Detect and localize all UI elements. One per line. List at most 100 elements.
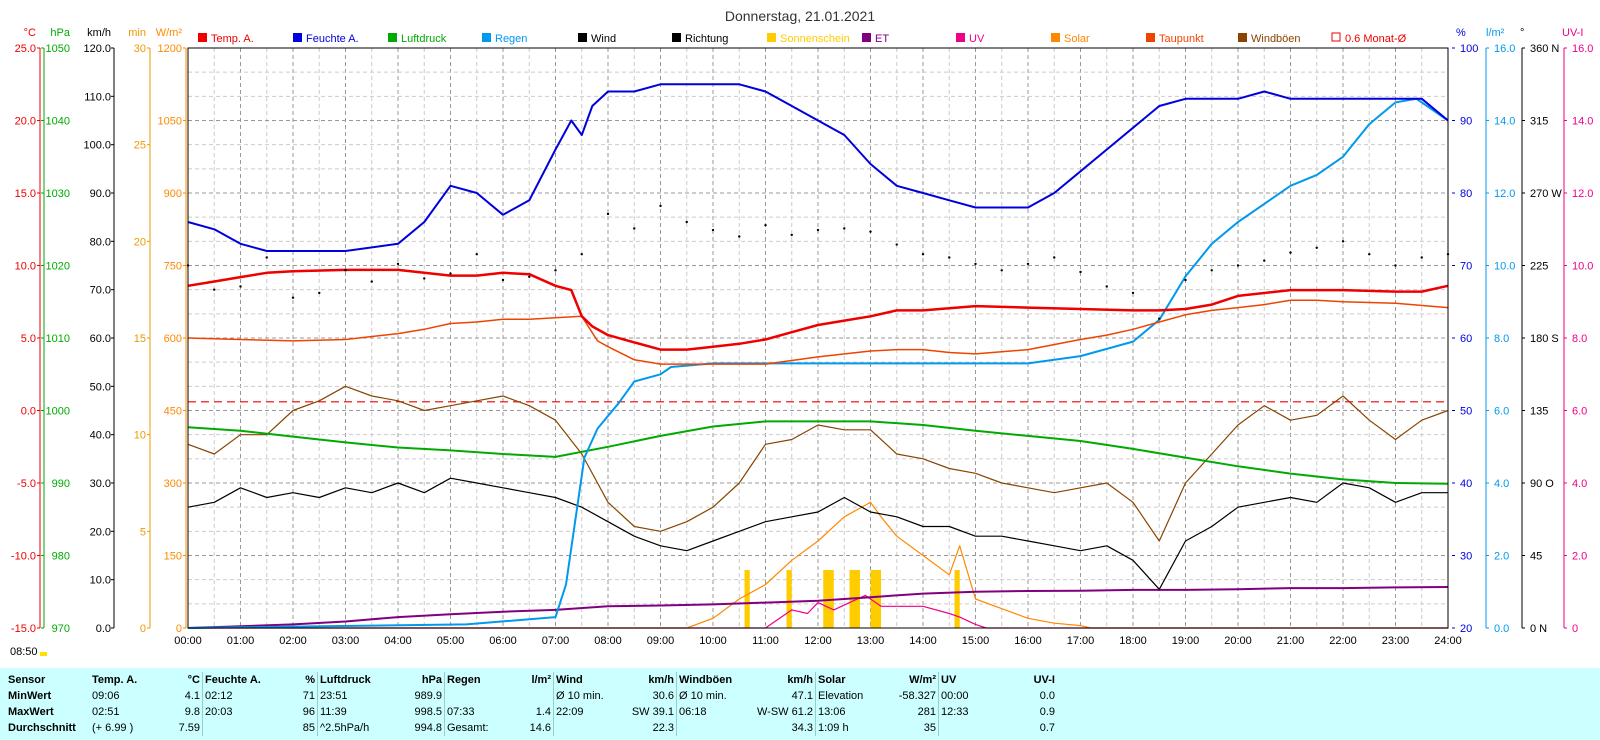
sunshine-bar [870, 570, 881, 628]
axis-tick-label: -5.0 [17, 478, 36, 490]
axis-tick-label: -15.0 [11, 623, 36, 635]
axis-tick-label: 14.0 [1572, 116, 1593, 128]
legend-label: Richtung [685, 33, 728, 45]
stats-header: °C [187, 674, 200, 686]
stats-header: Temp. A. [92, 674, 138, 686]
legend-swatch [1051, 33, 1060, 42]
axis-tick-label: 20.0 [15, 116, 36, 128]
stats-header: UV-I [1033, 674, 1055, 686]
stats-row-label: MaxWert [8, 706, 54, 718]
direction-point [344, 269, 347, 272]
stats-cell: 34.3 [791, 722, 813, 734]
axis-tick-label: 600 [164, 333, 182, 345]
axis-tick-label: 360 N [1530, 43, 1559, 55]
axis-tick-label: 1040 [46, 116, 70, 128]
axis-unit-label: km/h [87, 27, 111, 39]
stats-header-row: Sensor Temp. A. °C Feuchte A. % Luftdruc… [6, 672, 1057, 688]
legend-label: ET [875, 33, 889, 45]
direction-point [1368, 253, 1371, 256]
axis-tick-label: 70 [1460, 261, 1472, 273]
sunshine-bar [744, 570, 750, 628]
axis-tick-label: 990 [52, 478, 70, 490]
direction-point [1420, 256, 1423, 259]
direction-point [501, 278, 505, 282]
axis-unit-label: °C [24, 27, 36, 39]
direction-point [554, 269, 557, 272]
axis-unit-label: ° [1520, 27, 1524, 39]
x-tick-label: 18:00 [1119, 635, 1147, 647]
direction-point [528, 275, 531, 278]
axis-tick-label: 20 [1460, 623, 1472, 635]
stats-cell: 71 [302, 690, 315, 702]
axis-tick-label: 4.0 [1494, 478, 1509, 490]
axis-tick-label: 0.0 [1494, 623, 1509, 635]
x-tick-label: 22:00 [1329, 635, 1357, 647]
axis-tick-label: 70.0 [90, 285, 111, 297]
direction-point [1289, 251, 1292, 254]
stats-header: Regen [444, 672, 509, 688]
sun-marker [40, 652, 47, 656]
current-time-label: 08:50 [10, 646, 38, 658]
x-tick-label: 11:00 [752, 635, 779, 647]
weather-chart: Donnerstag, 21.01.2021 Temp. A. Feuchte A… [11, 8, 1594, 647]
axis-tick-label: 0.0 [21, 406, 36, 418]
axis-unit-label: min [128, 27, 146, 39]
axis-tick-label: 10.0 [90, 575, 111, 587]
x-tick-label: 21:00 [1277, 635, 1305, 647]
legend-swatch [293, 33, 302, 42]
stats-cell: 20:03 [202, 704, 287, 720]
direction-point [659, 204, 662, 208]
axis-tick-label: 970 [52, 623, 70, 635]
legend-label: Regen [495, 33, 527, 45]
direction-point [213, 288, 216, 291]
stats-row-label: Durchschnitt [8, 722, 76, 734]
legend-label: Feuchte A. [306, 33, 359, 45]
series-line-windb-en [187, 385, 1449, 542]
series-line-wind [187, 477, 1448, 590]
axis-tick-label: 30 [134, 43, 146, 55]
axis-tick-label: 8.0 [1572, 333, 1587, 345]
legend-label: Windböen [1251, 33, 1301, 45]
direction-point [790, 233, 793, 237]
direction-point [396, 262, 400, 266]
axis-tick-label: 0 N [1530, 623, 1547, 635]
axis-tick-label: 16.0 [1494, 43, 1515, 55]
stats-cell: 06:18 [676, 704, 741, 720]
series-line-feuchte-a- [187, 83, 1449, 252]
direction-point [843, 227, 846, 230]
x-tick-label: 15:00 [962, 635, 990, 647]
series-line-et [187, 586, 1449, 629]
x-tick-label: 03:00 [332, 635, 360, 647]
axis-tick-label: 80.0 [90, 236, 111, 248]
direction-point [1053, 256, 1056, 259]
stats-header: Sensor [8, 674, 46, 686]
stats-header: UV [938, 672, 1003, 688]
axis-tick-label: 2.0 [1572, 551, 1587, 563]
x-tick-label: 04:00 [384, 635, 412, 647]
stats-cell: 11:39 [317, 704, 400, 720]
direction-point [738, 235, 741, 238]
x-tick-label: 02:00 [279, 635, 307, 647]
sunshine-bar [954, 570, 960, 628]
stats-cell: 85 [302, 722, 315, 734]
stats-cell: Ø 10 min. [553, 688, 618, 704]
axis-tick-label: 120.0 [83, 43, 111, 55]
axis-unit-label: l/m² [1486, 27, 1505, 39]
axis-tick-label: 10 [134, 430, 146, 442]
stats-cell: 35 [923, 722, 936, 734]
series-line-taupunkt [187, 299, 1449, 365]
axis-tick-label: 1030 [46, 188, 70, 200]
stats-cell [676, 720, 741, 736]
axis-tick-label: 270 W [1530, 188, 1562, 200]
direction-point [1236, 264, 1240, 267]
series-line-regen [187, 97, 1449, 629]
x-tick-label: 14:00 [909, 635, 937, 647]
stats-cell: 96 [302, 706, 315, 718]
direction-point [1000, 269, 1003, 272]
stats-header: Wind [553, 672, 618, 688]
legend-swatch [388, 33, 397, 42]
direction-point [948, 256, 951, 259]
x-tick-label: 16:00 [1014, 635, 1042, 647]
x-tick-label: 07:00 [542, 635, 570, 647]
x-tick-label: 10:00 [699, 635, 727, 647]
